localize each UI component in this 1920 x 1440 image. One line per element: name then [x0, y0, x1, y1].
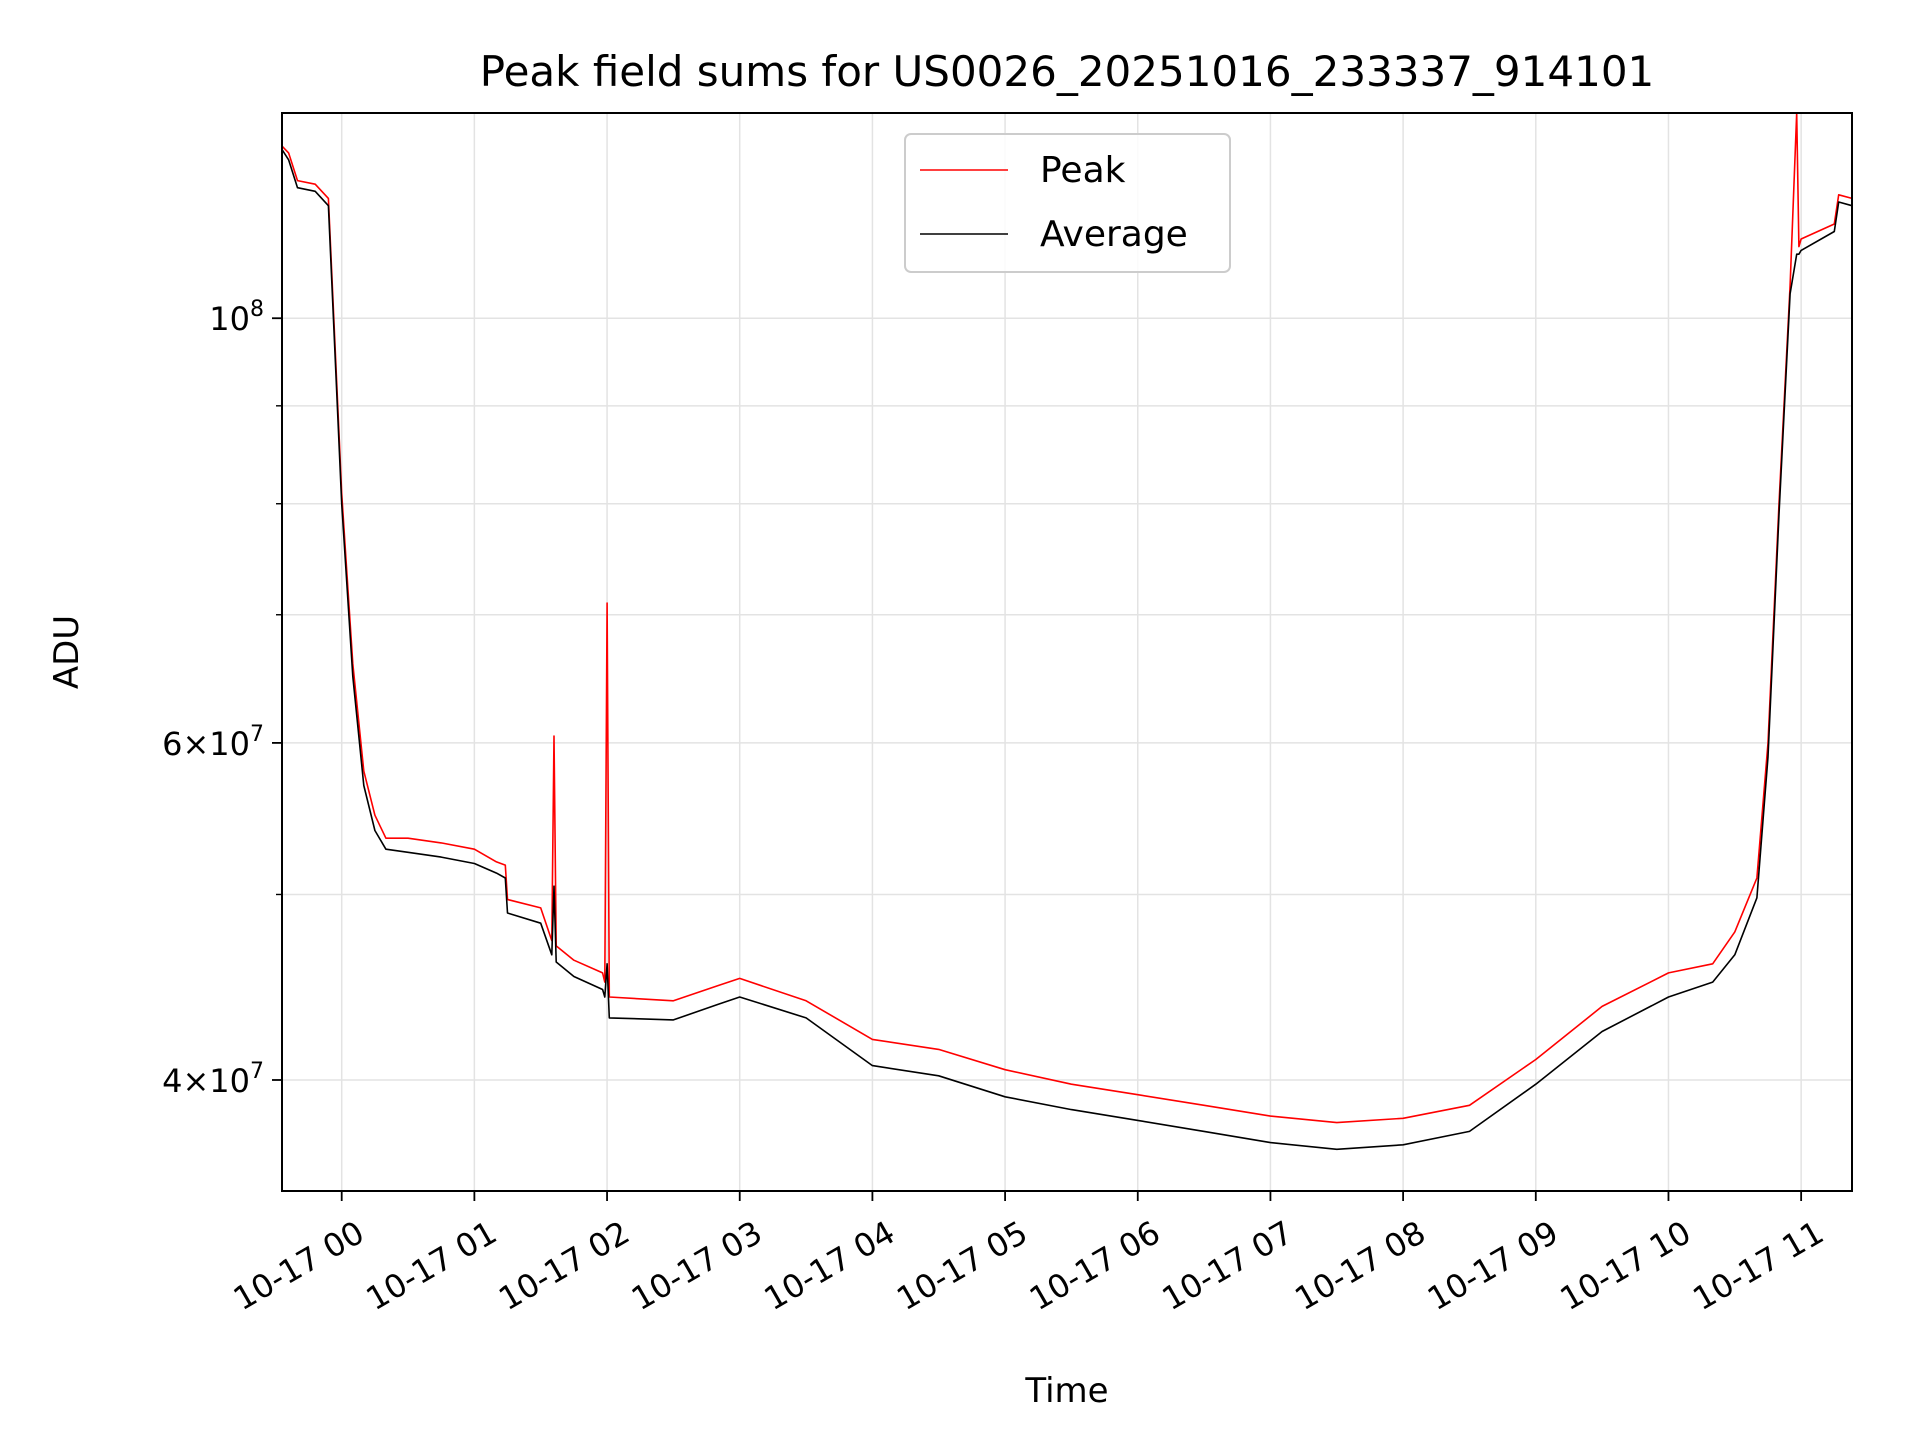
series-line-peak — [281, 112, 1853, 1124]
series-layer — [281, 112, 1853, 1151]
legend-label-average: Average — [1040, 214, 1188, 255]
y-tick-label: 6×107 — [162, 722, 264, 763]
legend-box — [904, 133, 1231, 273]
y-tick-label: 4×107 — [162, 1059, 264, 1100]
series-line-average — [281, 149, 1853, 1151]
chart-title: Peak field sums for US0026_20251016_2333… — [480, 47, 1655, 96]
y-tick-label: 108 — [209, 297, 264, 338]
x-axis-title: Time — [1024, 1371, 1108, 1411]
y-axis-title: ADU — [47, 615, 87, 689]
y-axis: 4×107 6×107 108 — [162, 297, 282, 1100]
plot-frame — [281, 112, 1853, 1192]
grid — [282, 113, 1852, 1191]
legend-label-peak: Peak — [1040, 150, 1126, 191]
legend: Peak Average — [904, 133, 1231, 273]
